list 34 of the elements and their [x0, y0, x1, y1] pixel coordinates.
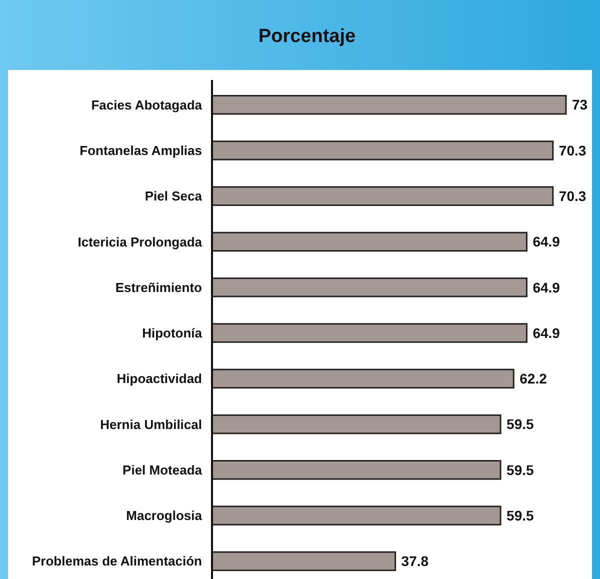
y-tick-label: Estreñimiento	[115, 280, 202, 295]
chart-title: Porcentaje	[258, 26, 356, 47]
y-tick-label: Problemas de Alimentación	[32, 554, 202, 569]
y-tick-label: Piel Seca	[144, 188, 203, 204]
data-label: 59.5	[506, 507, 534, 524]
bar	[211, 94, 567, 115]
bar	[211, 140, 554, 160]
bar	[211, 506, 502, 526]
data-label: 64.9	[532, 279, 560, 296]
y-tick-label: Hipotonía	[142, 326, 203, 341]
data-label: 37.8	[401, 553, 429, 570]
data-label: 73	[572, 96, 588, 113]
data-label: 70.3	[558, 188, 586, 204]
bar	[211, 277, 528, 298]
bar	[211, 551, 396, 572]
y-tick-label: Piel Moteada	[122, 462, 203, 478]
bar	[211, 460, 502, 480]
y-tick-label: Fontanelas Amplias	[80, 143, 202, 158]
data-label: 64.9	[532, 234, 560, 250]
bar	[211, 232, 528, 252]
bar	[211, 323, 528, 343]
y-tick-label: Facies Abotagada	[91, 97, 203, 112]
bar	[211, 414, 502, 434]
bar	[211, 368, 514, 389]
data-label: 62.2	[520, 370, 548, 387]
y-tick-label: Hipoactividad	[116, 371, 202, 386]
data-label: 70.3	[558, 142, 586, 158]
data-label: 59.5	[506, 416, 534, 432]
y-tick-label: Macroglosia	[126, 508, 203, 524]
data-label: 64.9	[532, 324, 560, 341]
y-tick-label: Ictericia Prolongada	[78, 234, 203, 250]
data-label: 59.5	[506, 462, 534, 478]
y-tick-label: Hernia Umbilical	[100, 416, 202, 432]
bar	[211, 186, 554, 206]
